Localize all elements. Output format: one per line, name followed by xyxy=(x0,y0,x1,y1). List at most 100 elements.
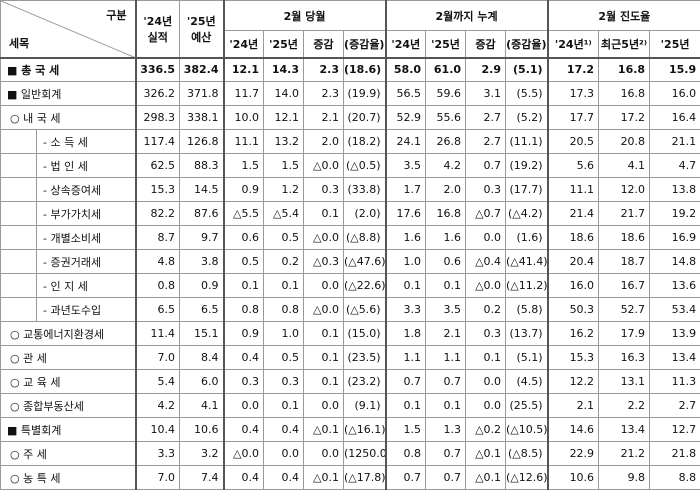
corner-cell: 구분 세목 xyxy=(0,0,136,58)
cell-value: 8.8 xyxy=(649,465,700,490)
cell-value: (15.0) xyxy=(342,321,387,346)
cell-value: 0.1 xyxy=(425,393,467,418)
cell-value: 12.0 xyxy=(598,177,651,202)
cell-value: 17.7 xyxy=(546,105,600,130)
cell-value: 0.7 xyxy=(425,465,467,490)
table-row: ■ 일반회계 326.2 371.8 11.7 14.0 2.3 (19.9) 56.5 59.… xyxy=(0,81,700,106)
cell-value: 0.2 xyxy=(465,297,507,322)
cell-value: 0.1 xyxy=(384,273,427,298)
cell-value: 16.8 xyxy=(425,201,467,226)
cell-value: 7.0 xyxy=(134,345,180,370)
cell-value: 2.3 xyxy=(303,57,344,82)
cell-value: 16.0 xyxy=(546,273,600,298)
cell-value: (△10.5) xyxy=(505,417,549,442)
column-header: 2월 당월 xyxy=(222,0,387,31)
cell-value: 8.7 xyxy=(134,225,180,250)
cell-value: (18.6) xyxy=(342,57,387,82)
cell-value: (5.5) xyxy=(505,81,549,106)
cell-value: (△47.6) xyxy=(342,249,387,274)
cell-value: 12.1 xyxy=(263,105,304,130)
cell-value: 16.8 xyxy=(598,57,651,82)
cell-value: 20.4 xyxy=(546,249,600,274)
cell-value: 16.9 xyxy=(649,225,700,250)
cell-value: 14.5 xyxy=(179,177,224,202)
cell-value: △0.1 xyxy=(465,441,507,466)
cell-value: △0.4 xyxy=(465,249,507,274)
cell-value: (△8.8) xyxy=(342,225,387,250)
cell-value: 18.7 xyxy=(598,249,651,274)
cell-value: 2.1 xyxy=(546,393,600,418)
cell-value: 19.2 xyxy=(649,201,700,226)
cell-value: 82.2 xyxy=(134,201,180,226)
cell-value: (△17.8) xyxy=(342,465,387,490)
table-row: - 상속증여세 15.3 14.5 0.9 1.2 0.3 (33.8) 1.7 2.0 0.3(… xyxy=(0,177,700,202)
cell-value: 12.2 xyxy=(546,369,600,394)
cell-value: 0.0 xyxy=(465,369,507,394)
cell-value: 4.1 xyxy=(179,393,224,418)
cell-value: 0.1 xyxy=(263,393,304,418)
cell-value: 14.3 xyxy=(263,57,304,82)
cell-value: (11.1) xyxy=(505,129,549,154)
cell-value: 18.6 xyxy=(598,225,651,250)
cell-value: 2.3 xyxy=(303,81,344,106)
table-row: - 인 지 세 0.8 0.9 0.1 0.1 0.0 (△22.6) 0.1 0.1 △0.0(… xyxy=(0,273,700,298)
cell-value: 5.4 xyxy=(134,369,180,394)
subcolumn-header: '25년 xyxy=(649,30,700,58)
cell-value: △5.5 xyxy=(222,201,264,226)
cell-value: 7.0 xyxy=(134,465,180,490)
cell-value: 126.8 xyxy=(179,129,224,154)
cell-value: 52.7 xyxy=(598,297,651,322)
cell-value: (△22.6) xyxy=(342,273,387,298)
table-row: ■ 총 국 세 336.5 382.4 12.1 14.3 2.3 (18.6) 58.0 61… xyxy=(0,57,700,82)
cell-value: 2.9 xyxy=(465,57,507,82)
cell-value: △0.0 xyxy=(465,273,507,298)
cell-value: 0.9 xyxy=(179,273,224,298)
cell-value: (4.5) xyxy=(505,369,549,394)
cell-value: 0.1 xyxy=(263,273,304,298)
table-row: - 소 득 세 117.4 126.8 11.1 13.2 2.0 (18.2) 24.1 26… xyxy=(0,129,700,154)
cell-value: 0.7 xyxy=(465,153,507,178)
cell-value: 1.2 xyxy=(263,177,304,202)
cell-value: (13.7) xyxy=(505,321,549,346)
cell-value: 0.4 xyxy=(263,417,304,442)
row-label: ■ 총 국 세 xyxy=(0,57,136,82)
cell-value: 1.6 xyxy=(384,225,427,250)
subcolumn-header: 증감 xyxy=(303,30,344,58)
table-row: ○ 내 국 세 298.3 338.1 10.0 12.1 2.1 (20.7) 52.9 55… xyxy=(0,105,700,130)
row-label: ○ 관 세 xyxy=(0,345,136,370)
cell-value: 1.7 xyxy=(384,177,427,202)
cell-value: 16.8 xyxy=(598,81,651,106)
cell-value: 15.3 xyxy=(546,345,600,370)
cell-value: (18.2) xyxy=(342,129,387,154)
cell-value: 0.1 xyxy=(222,273,264,298)
cell-value: 15.3 xyxy=(134,177,180,202)
cell-value: 17.9 xyxy=(598,321,651,346)
row-label: ○ 내 국 세 xyxy=(0,105,136,130)
cell-value: 52.9 xyxy=(384,105,427,130)
cell-value: 371.8 xyxy=(179,81,224,106)
cell-value: (25.5) xyxy=(505,393,549,418)
subcolumn-header: '25년 xyxy=(425,30,467,58)
cell-value: 0.9 xyxy=(222,177,264,202)
cell-value: 0.1 xyxy=(465,345,507,370)
cell-value: (△16.1) xyxy=(342,417,387,442)
cell-value: 21.4 xyxy=(546,201,600,226)
cell-value: 55.6 xyxy=(425,105,467,130)
cell-value: (1.6) xyxy=(505,225,549,250)
cell-value: 0.3 xyxy=(465,321,507,346)
row-label: ○ 종합부동산세 xyxy=(0,393,136,418)
cell-value: 14.0 xyxy=(263,81,304,106)
cell-value: 1.8 xyxy=(384,321,427,346)
cell-value: 2.7 xyxy=(649,393,700,418)
cell-value: 3.5 xyxy=(425,297,467,322)
cell-value: 2.0 xyxy=(425,177,467,202)
cell-value: 338.1 xyxy=(179,105,224,130)
cell-value: 13.1 xyxy=(598,369,651,394)
table-row: - 부가가치세 82.2 87.6 △5.5 △5.4 0.1 (2.0) 17.6 16.8 △… xyxy=(0,201,700,226)
cell-value: (19.9) xyxy=(342,81,387,106)
cell-value: 24.1 xyxy=(384,129,427,154)
table-row: - 개별소비세 8.7 9.7 0.6 0.5 △0.0 (△8.8) 1.6 1.6 0.0 (1… xyxy=(0,225,700,250)
row-label: - 개별소비세 xyxy=(0,225,136,250)
cell-value: 6.5 xyxy=(134,297,180,322)
